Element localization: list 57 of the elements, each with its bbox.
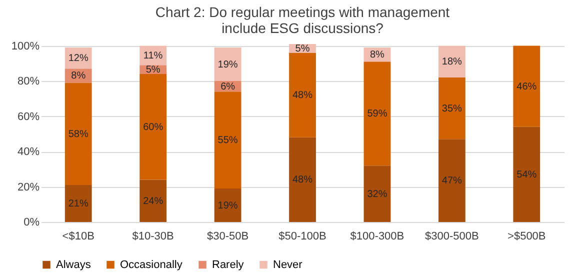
bar [214, 48, 242, 82]
bar [513, 46, 540, 127]
bar [289, 137, 316, 222]
x-tick-label: >$500B [508, 230, 546, 242]
legend-label: Never [273, 258, 303, 271]
data-label: 8% [370, 50, 385, 61]
bar [513, 126, 540, 222]
bar [140, 180, 167, 222]
data-label: 35% [442, 103, 462, 114]
bar [438, 77, 466, 140]
y-tick-label: 80% [17, 76, 40, 88]
data-label: 12% [68, 53, 88, 64]
bar [214, 92, 242, 189]
data-label: 6% [220, 81, 236, 92]
data-label: 48% [292, 90, 313, 102]
chart-title: Chart 2: Do regular meetings with management include ESG discussions? [155, 4, 450, 36]
bar [140, 74, 167, 180]
bar [64, 184, 92, 222]
data-label: 60% [143, 122, 164, 133]
data-label: 55% [218, 135, 238, 146]
data-label: 46% [516, 81, 537, 92]
bar [364, 62, 391, 166]
data-label: 48% [292, 174, 313, 186]
y-tick-label: 100% [11, 40, 40, 52]
data-label: 5% [146, 64, 160, 76]
x-tick-label: $100-300B [350, 230, 404, 242]
y-tick-label: 60% [17, 110, 40, 123]
bar [438, 46, 466, 78]
data-label: 19% [218, 200, 238, 212]
legend-label: Occasionally [120, 258, 183, 271]
bar [438, 139, 466, 222]
data-label: 21% [68, 198, 88, 210]
data-label: 32% [367, 188, 388, 200]
x-tick-label: $300-500B [425, 230, 479, 242]
bar [289, 52, 316, 138]
data-label: 59% [367, 108, 388, 120]
bar [64, 82, 92, 185]
bar [364, 166, 391, 222]
data-label: 47% [442, 176, 462, 187]
data-label: 24% [143, 196, 164, 207]
legend-label: Always [56, 258, 92, 271]
bar [214, 188, 242, 222]
x-tick-label: $50-100B [278, 230, 326, 242]
data-label: 11% [143, 50, 163, 62]
legend-label: Rarely [212, 258, 244, 271]
x-tick-label: <$10B [62, 230, 94, 242]
data-label: 5% [295, 43, 310, 54]
data-label: 8% [71, 70, 86, 82]
y-tick-label: 0% [24, 216, 40, 228]
data-label: 58% [68, 128, 88, 140]
data-label: 19% [218, 59, 238, 70]
data-label: 18% [442, 56, 462, 68]
x-tick-label: $30-50B [206, 230, 249, 242]
data-label: 54% [516, 169, 537, 180]
y-tick-label: 20% [17, 181, 40, 194]
x-tick-label: $10-30B [132, 230, 174, 242]
y-tick-label: 40% [17, 146, 40, 158]
